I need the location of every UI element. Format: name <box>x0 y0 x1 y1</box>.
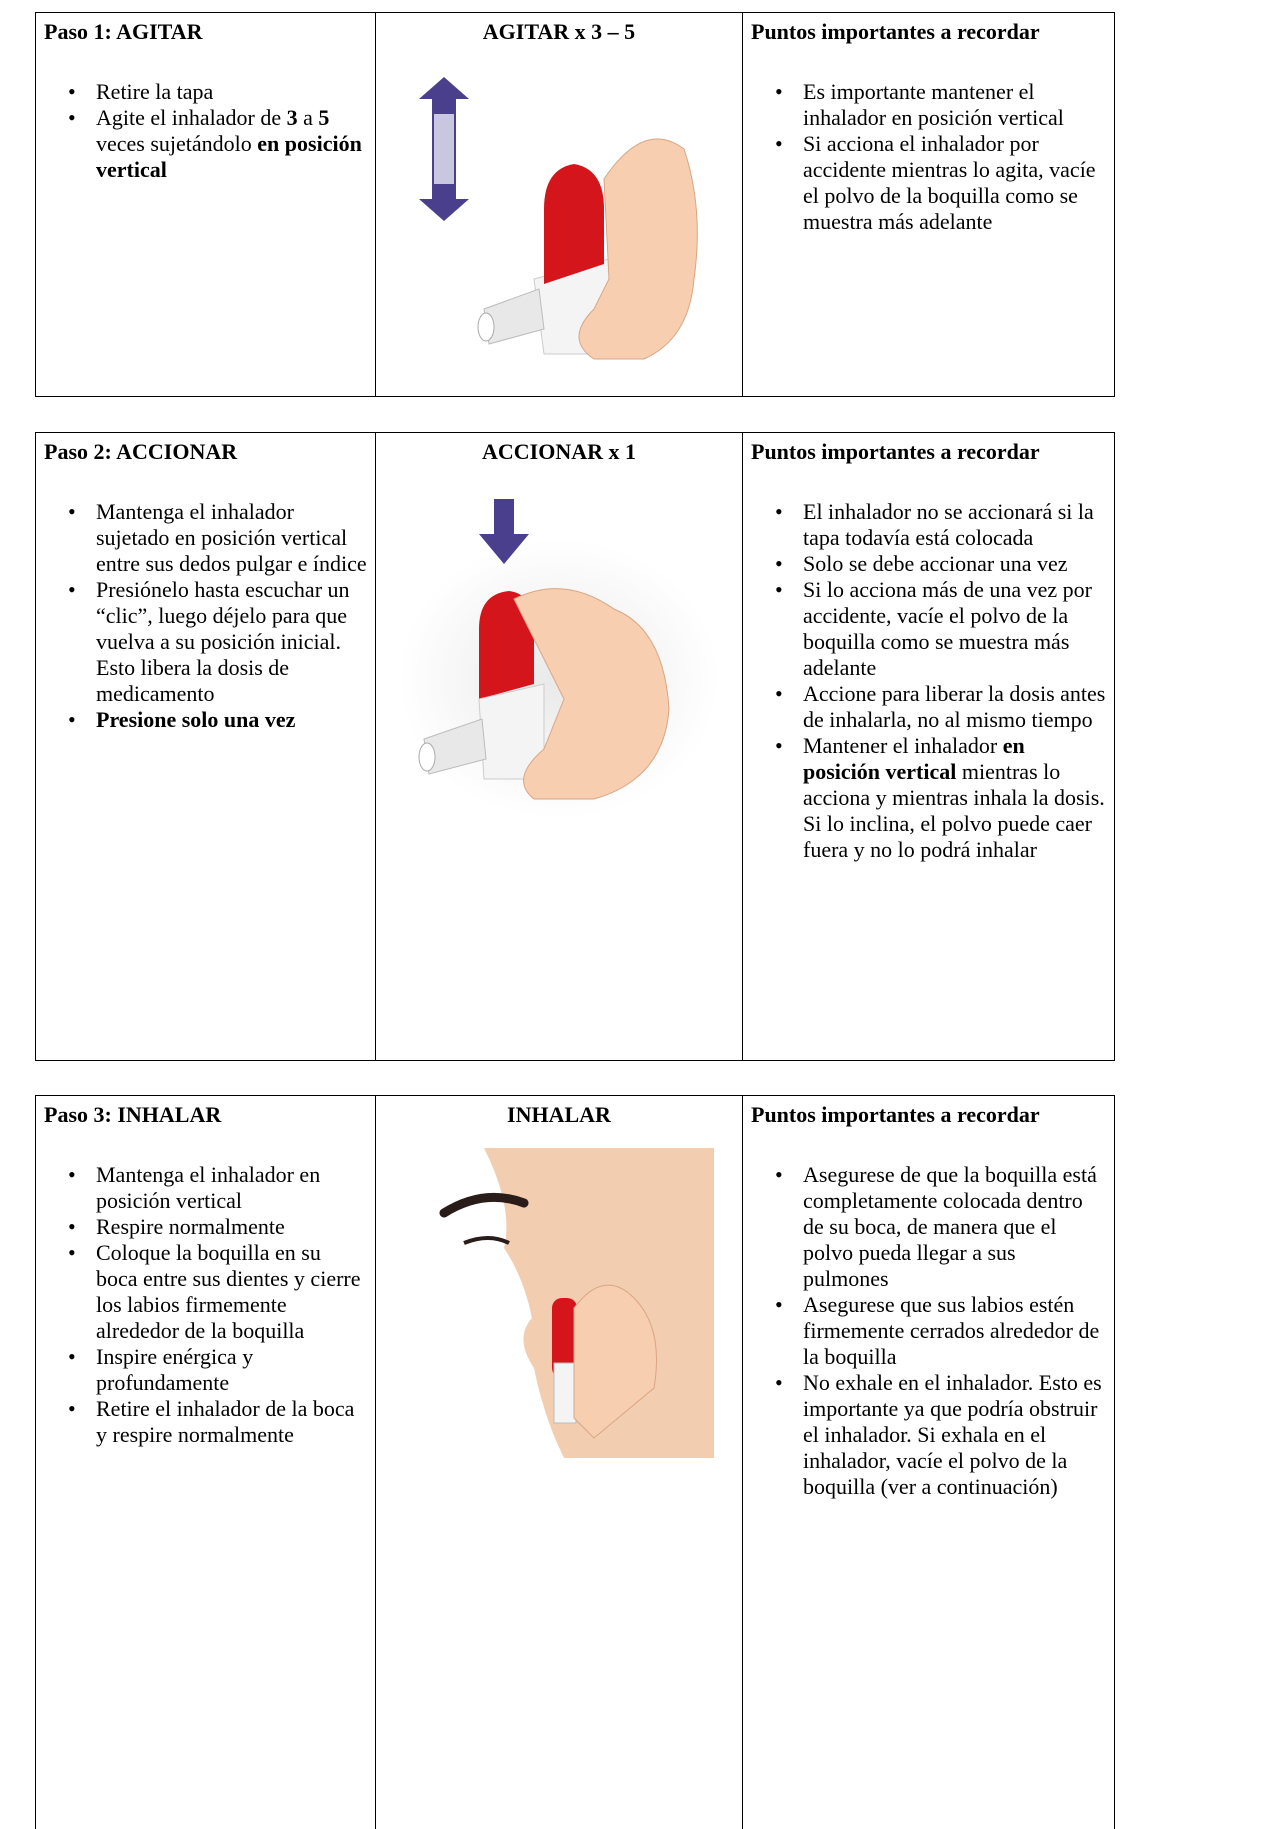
list-item: Retire la tapa <box>68 79 367 105</box>
text: No exhale en el inhalador. Esto es impor… <box>803 1370 1102 1499</box>
text: Solo se debe accionar una vez <box>803 551 1068 576</box>
bold-text: en posición vertical <box>803 733 1025 784</box>
list-item: Asegurese de que la boquilla está comple… <box>775 1162 1106 1292</box>
list-item: Mantener el inhalador en posición vertic… <box>775 733 1106 863</box>
list-item: Coloque la boquilla en su boca entre sus… <box>68 1240 367 1344</box>
notes-heading: Puntos importantes a recordar <box>751 439 1040 464</box>
list-item: Inspire enérgica y profundamente <box>68 1344 367 1396</box>
text: Si acciona el inhalador por accidente mi… <box>803 131 1096 234</box>
image-heading: INHALAR <box>507 1102 611 1127</box>
text: Retire la tapa <box>96 79 214 104</box>
text: Asegurese que sus labios estén firmement… <box>803 1292 1100 1369</box>
text: Mantenga el inhalador en posición vertic… <box>96 1162 321 1213</box>
list-item: El inhalador no se accionará si la tapa … <box>775 499 1106 551</box>
text: Asegurese de que la boquilla está comple… <box>803 1162 1097 1291</box>
text: Es importante mantener el inhalador en p… <box>803 79 1064 130</box>
text: Retire el inhalador de la boca y respire… <box>96 1396 355 1447</box>
text: mientras lo acciona y mientras inhala la… <box>803 759 1105 862</box>
list-item: Retire el inhalador de la boca y respire… <box>68 1396 367 1448</box>
list-item: Respire normalmente <box>68 1214 367 1240</box>
text: Si lo acciona más de una vez por acciden… <box>803 577 1092 680</box>
text: veces sujetándolo <box>96 131 258 156</box>
notes-heading: Puntos importantes a recordar <box>751 1102 1040 1127</box>
image-cell: AGITAR x 3 – 5 <box>376 13 743 396</box>
list-item: No exhale en el inhalador. Esto es impor… <box>775 1370 1106 1500</box>
text: Respire normalmente <box>96 1214 285 1239</box>
text: El inhalador no se accionará si la tapa … <box>803 499 1094 550</box>
text: Presiónelo hasta escuchar un “clic”, lue… <box>96 577 350 706</box>
bold-text: 3 <box>286 105 298 130</box>
text: Mantener el inhalador <box>803 733 1003 758</box>
notes-cell: Puntos importantes a recordar Asegurese … <box>743 1096 1114 1829</box>
list-item: Es importante mantener el inhalador en p… <box>775 79 1106 131</box>
image-heading: ACCIONAR x 1 <box>482 439 636 464</box>
list-item: Asegurese que sus labios estén firmement… <box>775 1292 1106 1370</box>
instructions-cell: Paso 2: ACCIONAR Mantenga el inhalador s… <box>36 433 376 1060</box>
list-item: Si lo acciona más de una vez por acciden… <box>775 577 1106 681</box>
instructions-cell: Paso 3: INHALAR Mantenga el inhalador en… <box>36 1096 376 1829</box>
image-heading: AGITAR x 3 – 5 <box>482 19 636 44</box>
bold-text: Presione solo una vez <box>96 707 296 732</box>
list-item: Solo se debe accionar una vez <box>775 551 1106 577</box>
notes-heading: Puntos importantes a recordar <box>751 19 1040 44</box>
text: Coloque la boquilla en su boca entre sus… <box>96 1240 361 1343</box>
shake-illustration <box>419 77 698 360</box>
text: Accione para liberar la dosis antes de i… <box>803 681 1106 732</box>
bold-text: en posición vertical <box>96 131 362 182</box>
image-cell: ACCIONAR x 1 <box>376 433 743 1060</box>
actuate-illustration <box>399 499 719 819</box>
instruction-list: Retire la tapaAgite el inhalador de 3 a … <box>44 79 367 183</box>
bold-text: 5 <box>318 105 330 130</box>
notes-list: Es importante mantener el inhalador en p… <box>751 79 1106 235</box>
list-item: Mantenga el inhalador sujetado en posici… <box>68 499 367 577</box>
notes-cell: Puntos importantes a recordar El inhalad… <box>743 433 1114 1060</box>
text: a <box>297 105 319 130</box>
instruction-list: Mantenga el inhalador en posición vertic… <box>44 1162 367 1448</box>
instructions-cell: Paso 1: AGITAR Retire la tapaAgite el in… <box>36 13 376 396</box>
text: Agite el inhalador de <box>96 105 287 130</box>
notes-list: El inhalador no se accionará si la tapa … <box>751 499 1106 863</box>
step-heading: Paso 3: INHALAR <box>44 1102 222 1127</box>
text: Mantenga el inhalador sujetado en posici… <box>96 499 367 576</box>
notes-cell: Puntos importantes a recordar Es importa… <box>743 13 1114 396</box>
step-table: Paso 1: AGITAR Retire la tapaAgite el in… <box>35 12 1115 397</box>
list-item: Presione solo una vez <box>68 707 367 733</box>
notes-list: Asegurese de que la boquilla está comple… <box>751 1162 1106 1500</box>
instruction-list: Mantenga el inhalador sujetado en posici… <box>44 499 367 733</box>
list-item: Mantenga el inhalador en posición vertic… <box>68 1162 367 1214</box>
step-table: Paso 2: ACCIONAR Mantenga el inhalador s… <box>35 432 1115 1061</box>
list-item: Si acciona el inhalador por accidente mi… <box>775 131 1106 235</box>
text: Inspire enérgica y profundamente <box>96 1344 254 1395</box>
step-table: Paso 3: INHALAR Mantenga el inhalador en… <box>35 1095 1115 1829</box>
step-heading: Paso 2: ACCIONAR <box>44 439 238 464</box>
list-item: Accione para liberar la dosis antes de i… <box>775 681 1106 733</box>
list-item: Agite el inhalador de 3 a 5 veces sujetá… <box>68 105 367 183</box>
inhale-illustration <box>404 1148 714 1458</box>
image-cell: INHALAR <box>376 1096 743 1829</box>
list-item: Presiónelo hasta escuchar un “clic”, lue… <box>68 577 367 707</box>
step-heading: Paso 1: AGITAR <box>44 19 203 44</box>
